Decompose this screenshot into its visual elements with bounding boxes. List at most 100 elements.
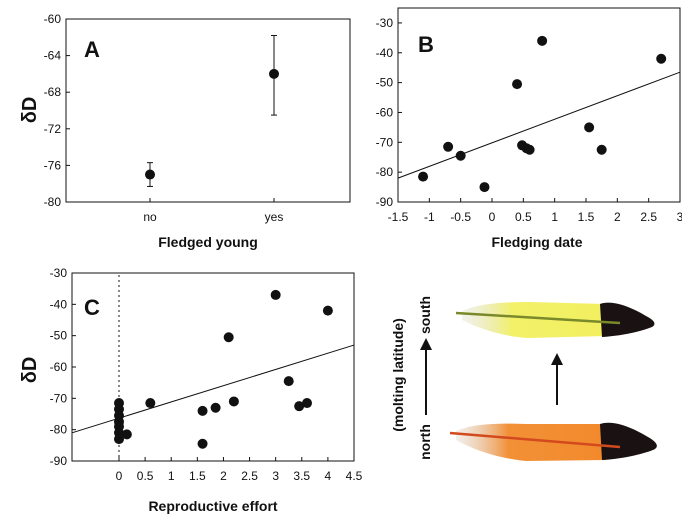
- panel-a-label: A: [84, 37, 100, 62]
- panel-c-ylabel: δD: [19, 357, 41, 384]
- panel-c-label: C: [84, 295, 100, 320]
- data-point: [269, 68, 279, 79]
- panel-a-marks: [145, 34, 279, 187]
- x-tick-label: -0.5: [450, 210, 471, 224]
- trendline: [397, 71, 681, 179]
- x-tick-label: 0.5: [515, 210, 532, 224]
- y-tick-label: -80: [376, 165, 394, 179]
- north-label: north: [417, 424, 433, 460]
- data-point: [443, 141, 454, 152]
- data-point: [210, 402, 221, 413]
- y-tick-label: -76: [44, 158, 62, 172]
- x-tick-label: 3: [677, 210, 682, 224]
- y-tick-label: -60: [44, 12, 62, 26]
- feather-top-tip: [600, 302, 655, 337]
- feather-north: [449, 422, 657, 461]
- data-point: [524, 144, 535, 155]
- data-point: [596, 144, 607, 155]
- feather-top-shaft: [455, 311, 621, 325]
- y-tick-label: -40: [376, 46, 394, 60]
- x-tick-label: no: [143, 210, 157, 224]
- panel-c-axes: -30 -40 -50 -60 -70 -80 -90 0 0.5 1 1.5 2 2.5 3 3.5 4 4.…: [50, 266, 363, 483]
- x-tick-label: 4.5: [346, 469, 363, 483]
- y-tick-label: -80: [44, 195, 62, 209]
- data-point: [270, 289, 281, 300]
- x-tick-label: yes: [265, 210, 284, 224]
- x-tick-label: 2.5: [640, 210, 657, 224]
- y-tick-label: -50: [376, 76, 394, 90]
- y-tick-label: -90: [50, 454, 68, 468]
- y-tick-label: -40: [50, 297, 68, 311]
- data-point: [322, 305, 333, 316]
- x-tick-label: -1.5: [388, 210, 409, 224]
- x-tick-label: 3: [272, 469, 279, 483]
- x-tick-label: 1: [168, 469, 175, 483]
- panel-b-label: B: [418, 32, 434, 57]
- data-point: [145, 398, 156, 409]
- data-point: [114, 434, 124, 445]
- panel-c-marks: [71, 275, 355, 459]
- data-point: [283, 376, 294, 387]
- panel-b: B Fledging date -30 -40 -50 -60 -70 -80 -90-1.…: [376, 7, 682, 250]
- panel-a-axes: -60 -64 -68 -72 -76 -80 no yes: [44, 12, 284, 224]
- data-point: [223, 332, 234, 343]
- y-tick-label: -30: [50, 266, 68, 280]
- y-tick-label: -64: [44, 49, 62, 63]
- panel-b-marks: [397, 35, 681, 193]
- y-tick-label: -60: [50, 360, 68, 374]
- feather-bottom-shaft: [449, 431, 621, 449]
- feather-illustration: (molting latitude) south north: [390, 296, 657, 461]
- data-point: [584, 122, 595, 133]
- panel-a: A δD Fledged young -60 -64 -68 -72 -76 -80 no y…: [19, 12, 351, 250]
- data-point: [656, 53, 667, 64]
- x-tick-label: 1: [551, 210, 558, 224]
- y-tick-label: -72: [44, 122, 62, 136]
- panel-a-xlabel: Fledged young: [158, 234, 258, 250]
- trendline: [71, 344, 355, 434]
- feather-bottom-vane: [456, 423, 606, 461]
- change-arrow: [551, 353, 563, 405]
- x-tick-label: 4: [325, 469, 332, 483]
- panel-a-ylabel: δD: [19, 97, 41, 124]
- data-point: [512, 79, 523, 90]
- data-point: [537, 35, 548, 46]
- panel-b-xlabel: Fledging date: [492, 234, 583, 250]
- y-tick-label: -30: [376, 16, 394, 30]
- y-tick-label: -70: [50, 391, 68, 405]
- y-tick-label: -68: [44, 85, 62, 99]
- data-point: [197, 405, 208, 416]
- x-tick-label: 2: [220, 469, 227, 483]
- y-tick-label: -60: [376, 105, 394, 119]
- panel-b-axes: -30 -40 -50 -60 -70 -80 -90-1.5 -1 -0.5 0 0.5 1 1.5 2…: [376, 16, 682, 224]
- x-tick-label: 0.5: [137, 469, 154, 483]
- x-tick-label: 2.5: [241, 469, 258, 483]
- feather-south: [455, 302, 655, 338]
- data-point: [418, 171, 429, 182]
- panel-c: C δD Reproductive effort -30 -40 -50 -60 -70…: [19, 266, 363, 514]
- molting-latitude-label: (molting latitude): [390, 318, 406, 432]
- feather-bottom-tip: [600, 422, 657, 460]
- x-tick-label: -1: [424, 210, 435, 224]
- y-tick-label: -70: [376, 135, 394, 149]
- latitude-arrow: [420, 338, 432, 415]
- x-tick-label: 3.5: [293, 469, 310, 483]
- data-point: [121, 429, 132, 440]
- y-tick-label: -80: [50, 423, 68, 437]
- x-tick-label: 0: [116, 469, 123, 483]
- data-point: [302, 398, 312, 409]
- panel-c-xlabel: Reproductive effort: [148, 498, 277, 514]
- data-point: [479, 182, 490, 193]
- data-point: [455, 150, 466, 161]
- data-point: [228, 396, 239, 407]
- x-tick-label: 1.5: [189, 469, 206, 483]
- south-label: south: [417, 296, 433, 334]
- panel-a-frame: [65, 18, 351, 203]
- data-point: [145, 169, 155, 180]
- data-point: [294, 401, 305, 412]
- x-tick-label: 1.5: [578, 210, 595, 224]
- feather-top-vane: [462, 302, 606, 338]
- y-tick-label: -50: [50, 329, 68, 343]
- y-tick-label: -90: [376, 195, 394, 209]
- data-point: [197, 438, 208, 449]
- x-tick-label: 0: [489, 210, 496, 224]
